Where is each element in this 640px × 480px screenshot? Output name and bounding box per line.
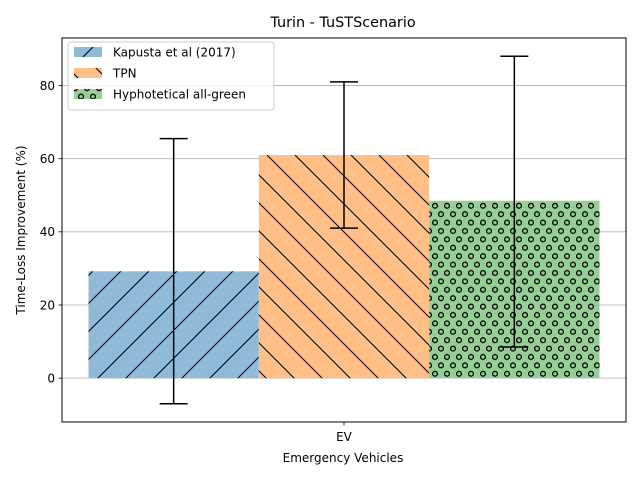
legend-label-0: Kapusta et al (2017) <box>113 46 236 60</box>
y-axis-ticks: 0 20 40 60 80 <box>40 79 62 385</box>
y-tick-label: 80 <box>40 79 55 93</box>
chart-title: Turin - TuSTScenario <box>269 15 416 31</box>
y-tick-label: 0 <box>47 371 55 385</box>
legend-label-1: TPN <box>112 67 137 81</box>
error-bars <box>159 55 529 405</box>
x-axis-ticks: EV <box>336 422 353 444</box>
legend-swatch-hatch-2 <box>74 89 102 99</box>
y-tick-label: 40 <box>40 225 55 239</box>
bars <box>88 155 600 379</box>
legend: Kapusta et al (2017) TPN Hyphotetical all-… <box>67 41 275 111</box>
legend-swatch-hatch-0 <box>74 47 102 57</box>
x-tick-label: EV <box>336 430 353 444</box>
legend-frame <box>67 41 275 111</box>
legend-swatch-hatch-1 <box>74 68 102 78</box>
x-axis-label: Emergency Vehicles <box>283 451 404 465</box>
y-tick-label: 60 <box>40 152 55 166</box>
y-tick-label: 20 <box>40 298 55 312</box>
legend-label-2: Hyphotetical all-green <box>113 88 246 102</box>
y-axis-label: Time-Loss Improvement (%) <box>14 145 28 315</box>
